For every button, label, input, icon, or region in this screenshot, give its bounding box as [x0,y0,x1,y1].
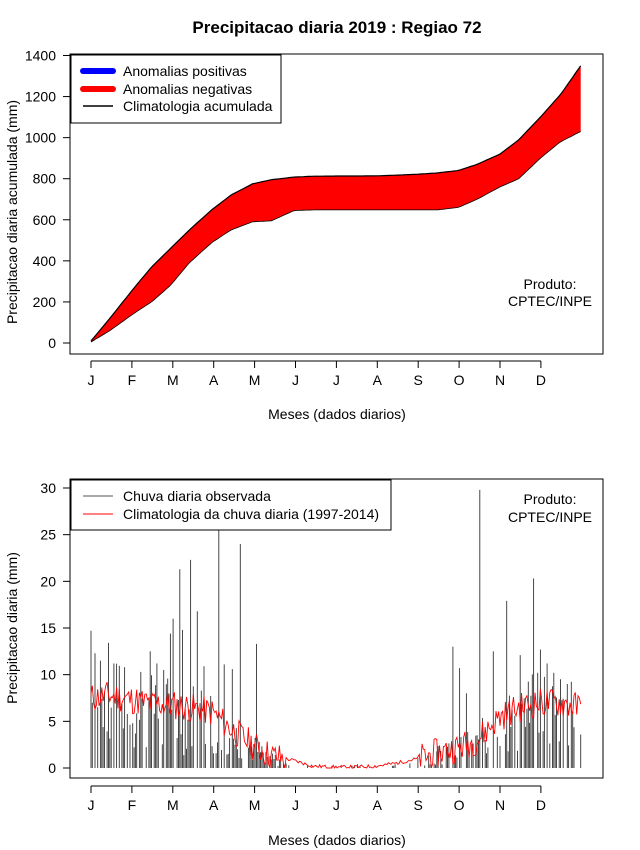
x-tick-label: S [414,372,423,388]
top-chart: 0 200 400 600 800 1000 1200 1400 J F M A M J J A S O N D M… [4,48,604,422]
legend-label-clim-daily: Climatologia da chuva diaria (1997-2014) [123,506,379,522]
x-tick-label: F [128,797,137,813]
y-tick-label: 800 [33,171,57,187]
bottom-y-axis-label: Precipitacao diaria (mm) [4,552,20,704]
y-tick-label: 0 [48,760,56,776]
y-tick-label: 5 [48,713,56,729]
x-tick-label: A [209,797,219,813]
top-legend: Anomalias positivas Anomalias negativas … [70,54,282,124]
chart-title: Precipitacao diaria 2019 : Regiao 72 [192,18,481,37]
y-tick-label: 30 [40,480,56,496]
top-plot-box [69,53,604,355]
x-tick-label: O [454,797,465,813]
legend-label-climatology: Climatologia acumulada [123,98,273,114]
top-y-axis: 0 200 400 600 800 1000 1200 1400 [25,48,70,351]
x-tick-label: J [333,797,340,813]
legend-label-negative: Anomalias negativas [123,81,252,97]
x-tick-label: A [373,797,383,813]
bottom-chart: 0 5 10 15 20 25 30 J F M A M J J A S O N D Meses (dados d… [4,478,604,848]
anomaly-area [90,65,582,343]
top-y-axis-label: Precipitacao diaria acumulada (mm) [4,100,20,324]
top-product-label: Produto: [524,276,577,292]
x-tick-label: J [88,372,95,388]
x-tick-label: J [333,372,340,388]
y-tick-label: 15 [40,620,56,636]
x-tick-label: F [128,372,137,388]
climatology-cumulative-line [90,65,582,342]
x-tick-label: A [209,372,219,388]
y-tick-label: 10 [40,667,56,683]
x-tick-label: J [88,797,95,813]
x-tick-label: N [495,797,505,813]
bottom-x-axis-label: Meses (dados diarios) [268,832,406,848]
legend-label-observed: Chuva diaria observada [123,488,271,504]
negative-anomaly-fill [91,65,581,343]
x-tick-label: N [495,372,505,388]
x-tick-label: J [292,797,299,813]
y-tick-label: 1400 [25,48,56,64]
y-tick-label: 200 [33,294,57,310]
y-tick-label: 1000 [25,130,56,146]
observed-cumulative-line [90,131,581,343]
top-x-axis-label: Meses (dados diarios) [268,406,406,422]
y-tick-label: 0 [48,335,56,351]
y-tick-label: 600 [33,212,57,228]
bottom-legend: Chuva diaria observada Climatologia da c… [70,479,392,531]
observed-rain-bars [90,489,582,768]
bottom-product-source: CPTEC/INPE [508,509,592,525]
x-tick-label: S [414,797,423,813]
x-tick-label: A [373,372,383,388]
x-tick-label: M [249,372,261,388]
x-tick-label: M [249,797,261,813]
bottom-y-axis: 0 5 10 15 20 25 30 [40,480,70,776]
x-tick-label: D [536,797,546,813]
x-tick-label: D [536,372,546,388]
x-tick-label: M [167,797,179,813]
y-tick-label: 25 [40,527,56,543]
x-tick-label: J [292,372,299,388]
x-tick-label: M [167,372,179,388]
legend-label-positive: Anomalias positivas [123,63,247,79]
y-tick-label: 20 [40,573,56,589]
y-tick-label: 1200 [25,89,56,105]
bottom-product-label: Produto: [524,491,577,507]
x-tick-label: O [454,372,465,388]
bottom-legend-box [70,479,392,531]
top-product-source: CPTEC/INPE [508,293,592,309]
climatology-line [90,681,582,769]
y-tick-label: 400 [33,253,57,269]
